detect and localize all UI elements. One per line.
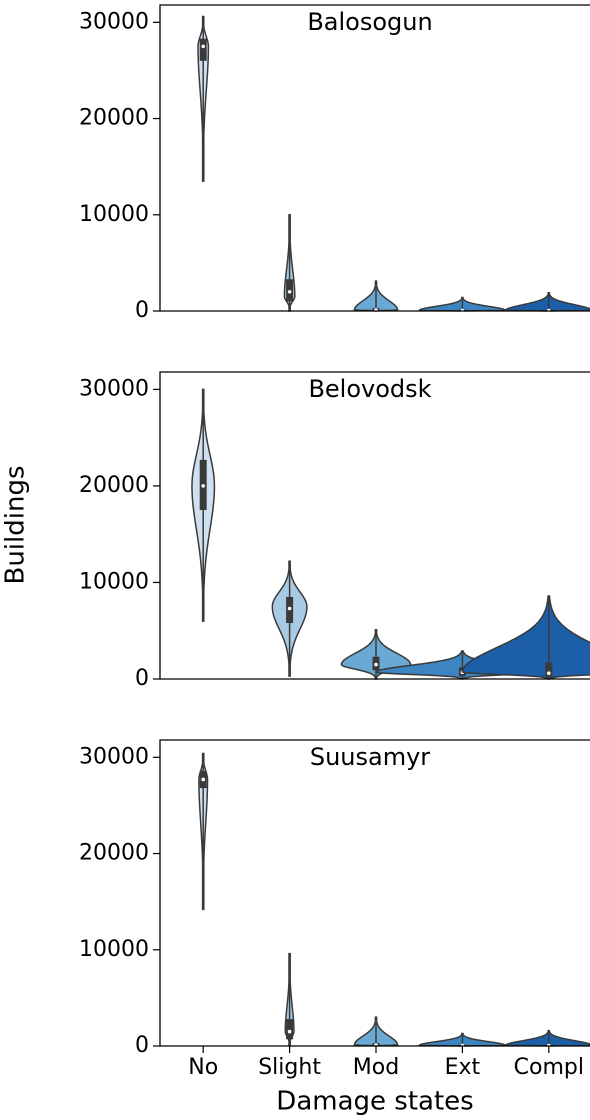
median xyxy=(547,671,551,676)
axes-frame xyxy=(159,739,590,1047)
y-axis-label: Buildings xyxy=(1,465,31,584)
x-tick-label: No xyxy=(188,1055,218,1080)
box xyxy=(545,662,553,678)
box xyxy=(286,1019,294,1040)
panel-title: Belovodsk xyxy=(308,375,431,403)
median xyxy=(201,44,205,49)
box xyxy=(199,38,207,61)
y-tick-label: 30000 xyxy=(79,9,149,34)
y-tick-label: 10000 xyxy=(79,569,149,594)
x-tick-label: Slight xyxy=(258,1055,321,1080)
median xyxy=(287,289,292,294)
axes-frame xyxy=(159,4,590,312)
y-tick-label: 10000 xyxy=(79,202,149,227)
y-tick-label: 20000 xyxy=(79,106,149,131)
y-tick-label: 30000 xyxy=(79,744,149,769)
median xyxy=(287,606,292,611)
violin xyxy=(504,1029,590,1047)
y-tick-label: 0 xyxy=(135,298,149,323)
x-tick-label: Ext xyxy=(445,1055,481,1080)
y-tick-label: 30000 xyxy=(79,376,149,401)
violin xyxy=(504,291,590,312)
axes-frame xyxy=(159,371,590,680)
x-tick-label: Compl xyxy=(514,1055,584,1080)
median xyxy=(287,1029,292,1034)
y-tick-label: 20000 xyxy=(79,473,149,498)
panel-title: Balosogun xyxy=(307,8,432,36)
y-tick-label: 10000 xyxy=(79,937,149,962)
panel-title: Suusamyr xyxy=(310,743,430,771)
x-axis-label: Damage states xyxy=(276,1087,473,1117)
y-tick-label: 0 xyxy=(135,666,149,691)
median xyxy=(201,777,205,782)
median xyxy=(374,662,378,667)
violin xyxy=(461,595,590,680)
median xyxy=(201,484,205,488)
y-tick-label: 20000 xyxy=(79,841,149,866)
y-tick-label: 0 xyxy=(135,1033,149,1058)
x-tick-label: Mod xyxy=(353,1055,399,1080)
